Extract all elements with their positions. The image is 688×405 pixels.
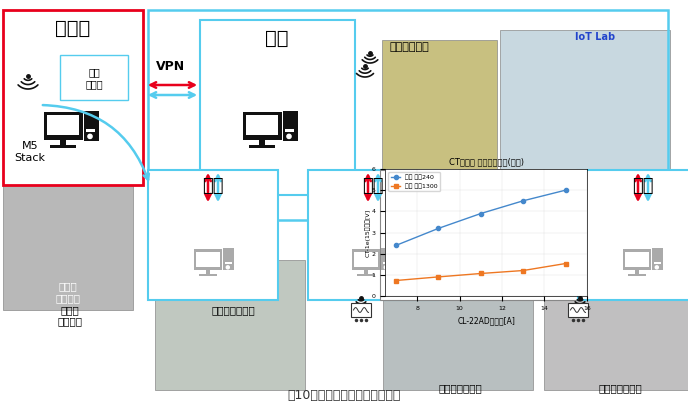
- Bar: [199, 274, 217, 276]
- Text: 岩手振動試験機: 岩手振動試験機: [438, 383, 482, 393]
- 気度 相転240: [561, 188, 570, 193]
- Bar: [363, 270, 368, 274]
- Bar: [60, 140, 66, 145]
- 気度 相転240: [519, 198, 527, 203]
- Text: IoT Lab: IoT Lab: [575, 32, 615, 42]
- Bar: [382, 40, 497, 175]
- Bar: [500, 30, 670, 195]
- Text: 岩手: 岩手: [363, 177, 384, 195]
- Text: 産総研: 産総研: [55, 19, 91, 38]
- Bar: [544, 260, 688, 390]
- Bar: [148, 170, 278, 300]
- Text: 電流
センサ: 電流 センサ: [85, 67, 103, 89]
- Bar: [285, 129, 294, 132]
- Text: VPN: VPN: [155, 60, 184, 73]
- Text: 青森: 青森: [266, 29, 289, 48]
- Text: 秋田の
実験風景: 秋田の 実験風景: [58, 305, 83, 326]
- Circle shape: [655, 266, 658, 269]
- Bar: [259, 140, 266, 145]
- Bar: [84, 111, 99, 141]
- Text: 八戸: 八戸: [632, 177, 654, 195]
- Bar: [3, 10, 143, 185]
- Bar: [246, 115, 278, 135]
- Bar: [50, 145, 76, 148]
- Bar: [224, 262, 232, 264]
- Y-axis label: CT-1e(15測定値[V]: CT-1e(15測定値[V]: [365, 209, 370, 257]
- 気度 相転1300: [561, 261, 570, 266]
- 気度 相転1300: [391, 278, 400, 283]
- Bar: [242, 111, 281, 140]
- 気度 相転240: [477, 211, 485, 216]
- Text: 秋田: 秋田: [202, 177, 224, 195]
- Text: 図10　北東北テストベッド構成: 図10 北東北テストベッド構成: [288, 389, 400, 402]
- Bar: [43, 111, 83, 140]
- X-axis label: CL-22AD測定値[A]: CL-22AD測定値[A]: [457, 317, 515, 326]
- Bar: [155, 260, 305, 390]
- Bar: [283, 111, 298, 141]
- Title: CTセンサ 出力特性測定(岩手): CTセンサ 出力特性測定(岩手): [449, 158, 524, 167]
- 気度 相転1300: [519, 268, 527, 273]
- Bar: [568, 303, 588, 317]
- Text: 温湿度センサ: 温湿度センサ: [390, 42, 430, 52]
- Bar: [623, 249, 652, 270]
- Bar: [194, 249, 222, 270]
- Bar: [354, 252, 378, 266]
- Circle shape: [385, 266, 387, 269]
- Bar: [196, 252, 219, 266]
- Line: 気度 相転1300: 気度 相転1300: [394, 261, 568, 283]
- 気度 相転1300: [434, 275, 442, 279]
- Bar: [249, 145, 275, 148]
- Text: 秋田振動試験機: 秋田振動試験機: [211, 305, 255, 315]
- Bar: [148, 10, 668, 220]
- Text: 八戸振動試験機: 八戸振動試験機: [598, 383, 642, 393]
- Bar: [627, 274, 646, 276]
- 気度 相転240: [391, 243, 400, 248]
- 気度 相転1300: [477, 271, 485, 276]
- Bar: [85, 129, 95, 132]
- Bar: [383, 260, 533, 390]
- Bar: [308, 170, 438, 300]
- Bar: [3, 100, 133, 310]
- Line: 気度 相転240: 気度 相転240: [394, 188, 568, 247]
- Bar: [224, 248, 235, 271]
- Bar: [652, 248, 663, 271]
- Circle shape: [287, 134, 291, 139]
- Bar: [47, 115, 79, 135]
- Text: 秋田の
実験風景: 秋田の 実験風景: [56, 281, 80, 303]
- Bar: [578, 170, 688, 300]
- 気度 相転240: [434, 226, 442, 231]
- Bar: [625, 252, 649, 266]
- Circle shape: [88, 134, 92, 139]
- Bar: [380, 170, 585, 300]
- Bar: [200, 20, 355, 195]
- Text: M5
Stack: M5 Stack: [14, 141, 45, 163]
- Bar: [383, 262, 389, 264]
- Circle shape: [226, 266, 229, 269]
- Bar: [60, 55, 128, 100]
- Bar: [634, 270, 639, 274]
- Bar: [352, 249, 380, 270]
- Bar: [351, 303, 371, 317]
- Bar: [654, 262, 660, 264]
- Bar: [206, 270, 211, 274]
- Bar: [356, 274, 376, 276]
- Bar: [381, 248, 392, 271]
- Legend: 気度 相転240, 気度 相転1300: 気度 相転240, 気度 相転1300: [389, 172, 440, 191]
